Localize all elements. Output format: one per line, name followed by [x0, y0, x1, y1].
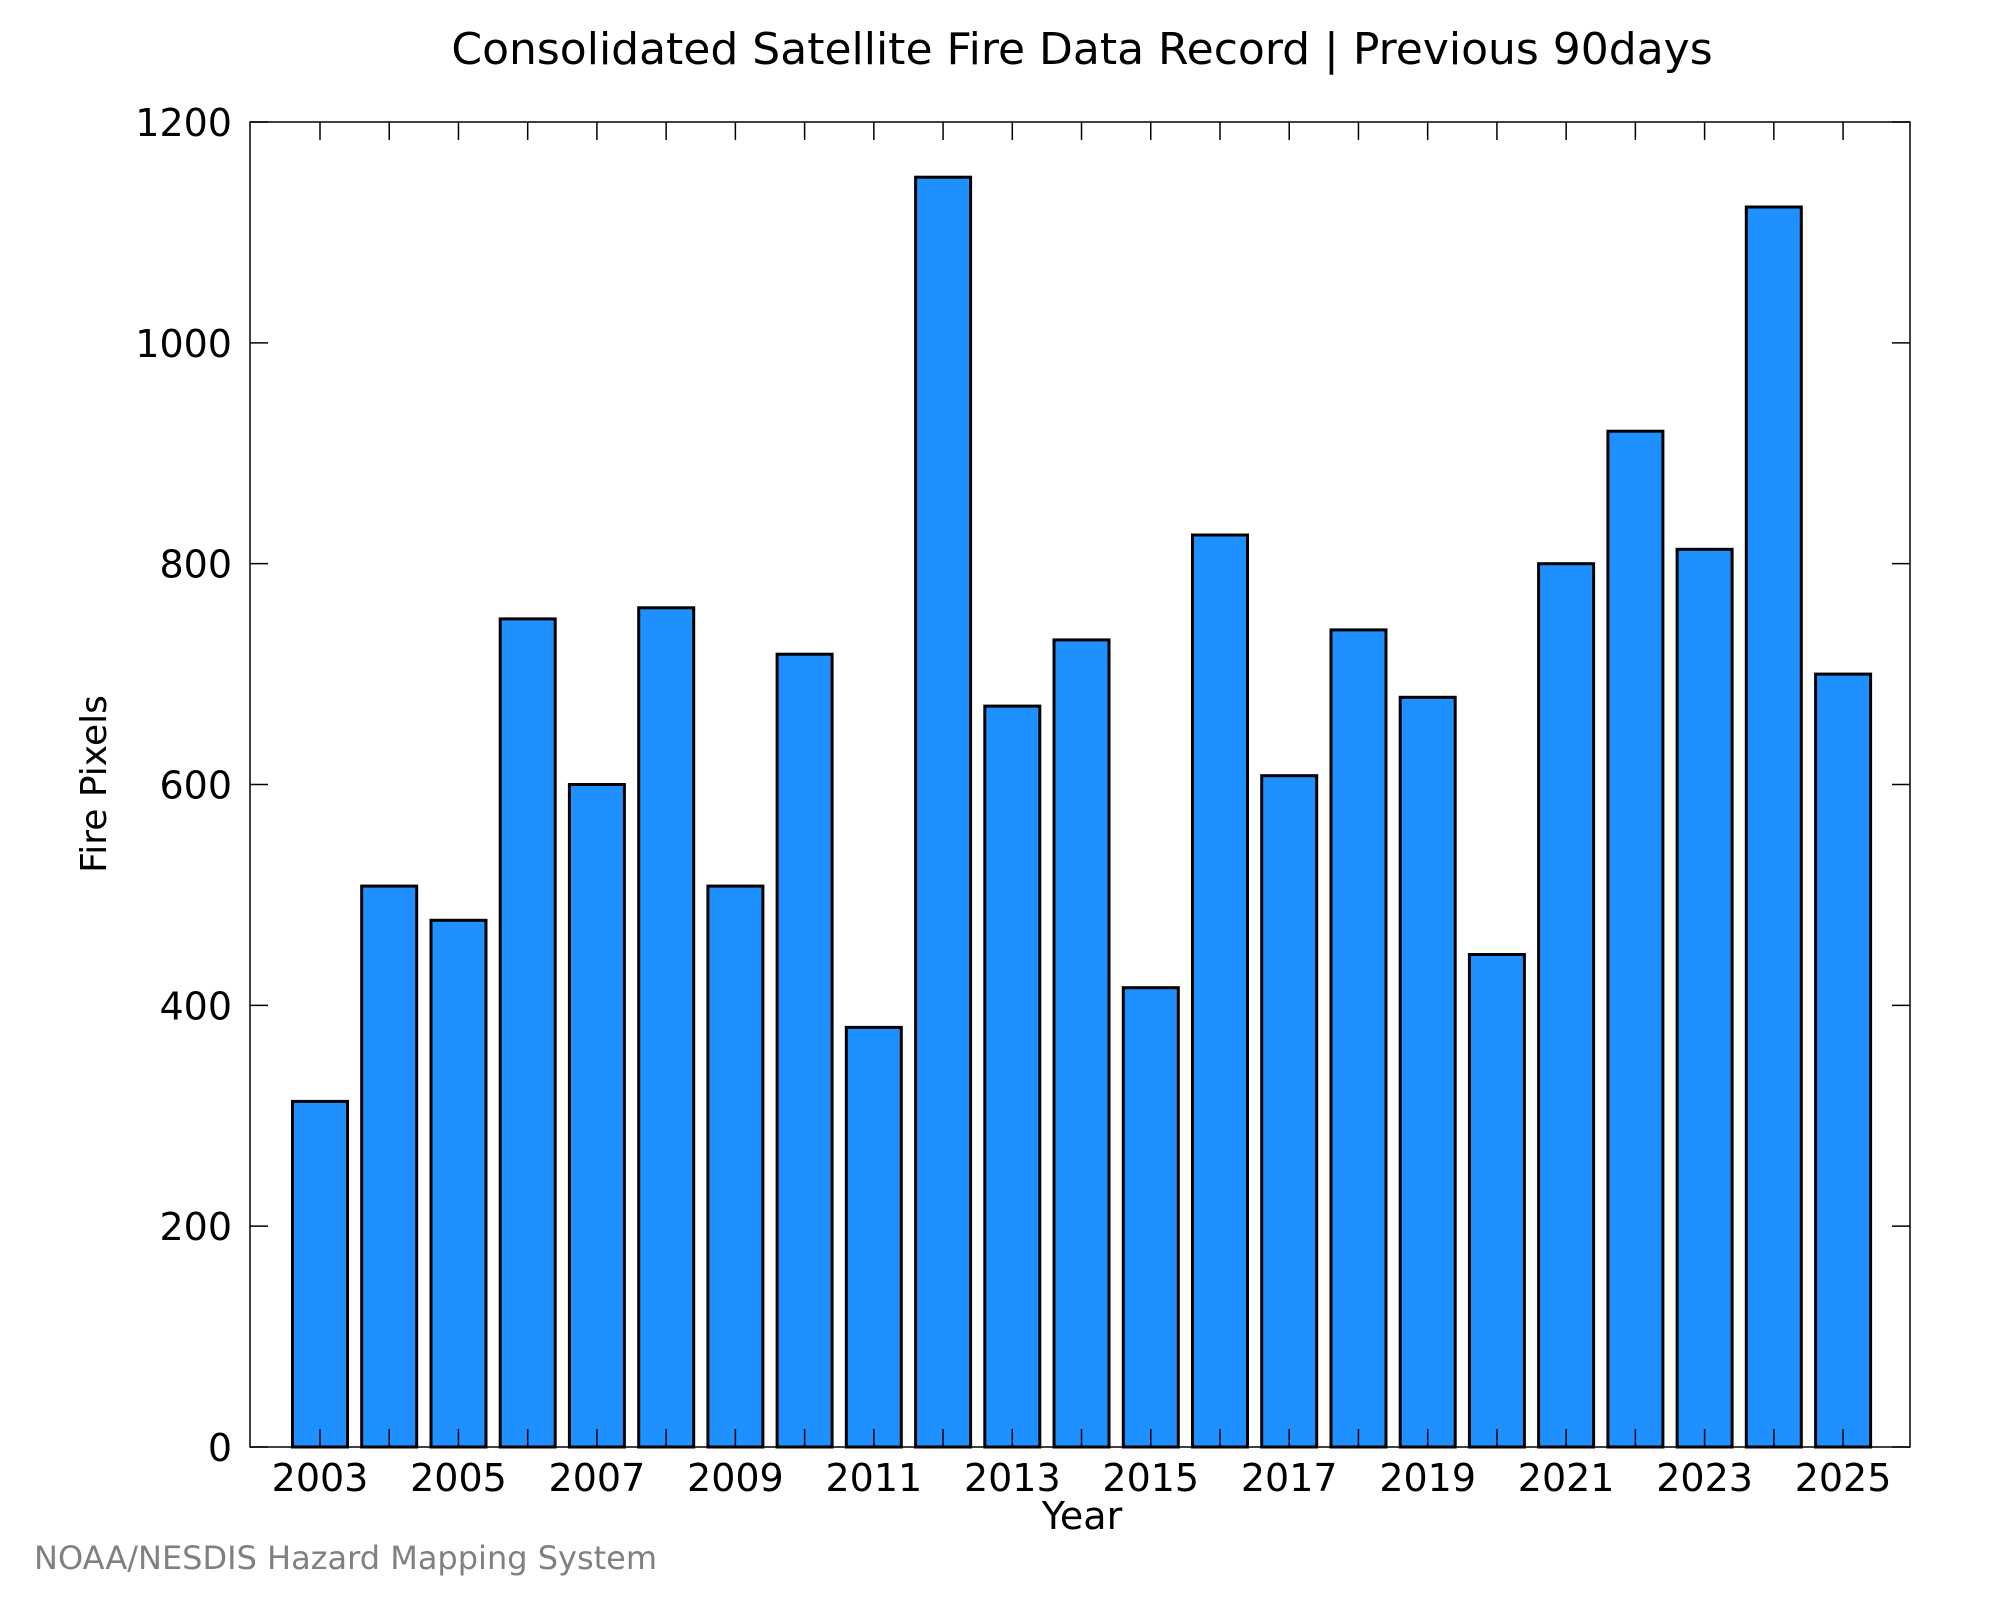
bar-2010 [775, 652, 834, 1449]
bar-2004 [360, 884, 419, 1449]
bar-2023 [1675, 547, 1734, 1449]
y-tick-label: 400 [159, 984, 232, 1028]
y-tick-label: 1000 [135, 322, 232, 366]
bar-2016 [1191, 533, 1249, 1449]
bar-2022 [1606, 429, 1665, 1449]
x-axis: 2003 2005 2007 2009 2011 2013 2015 2017 2019 2021… [272, 122, 1892, 1500]
x-tick-label: 2023 [1656, 1456, 1753, 1500]
x-tick-label: 2009 [687, 1456, 784, 1500]
bar-2013 [983, 704, 1042, 1449]
x-tick-label: 2025 [1795, 1456, 1892, 1500]
bar-2020 [1467, 953, 1526, 1449]
x-tick-label: 2011 [825, 1456, 922, 1500]
y-axis: 0 200 400 600 800 1000 1200 [135, 101, 1910, 1470]
x-tick-label: 2019 [1379, 1456, 1476, 1500]
x-tick-label: 2017 [1241, 1456, 1338, 1500]
x-axis-label: Year [1041, 1494, 1123, 1538]
x-tick-label: 2021 [1518, 1456, 1615, 1500]
y-tick-label: 1200 [135, 101, 232, 145]
bar-2008 [637, 606, 696, 1449]
bar-2014 [1052, 638, 1111, 1449]
bar-2024 [1744, 205, 1803, 1449]
bar-2007 [567, 783, 626, 1449]
bar-2003 [291, 1099, 349, 1449]
bar-2019 [1398, 695, 1457, 1449]
bar-2005 [429, 918, 488, 1449]
bar-2025 [1814, 672, 1873, 1449]
bar-2012 [914, 175, 973, 1449]
x-tick-label: 2005 [410, 1456, 507, 1500]
x-tick-label: 2013 [964, 1456, 1061, 1500]
chart-title: Consolidated Satellite Fire Data Record … [451, 24, 1712, 75]
footer-credit: NOAA/NESDIS Hazard Mapping System [34, 1539, 658, 1577]
bar-2015 [1121, 986, 1180, 1449]
bar-2018 [1329, 628, 1388, 1449]
y-tick-label: 200 [159, 1205, 232, 1249]
bar-2021 [1537, 562, 1596, 1449]
x-tick-label: 2015 [1102, 1456, 1199, 1500]
y-tick-label: 800 [159, 543, 232, 587]
bars-layer [291, 175, 1873, 1449]
y-tick-label: 600 [159, 764, 232, 808]
bar-2009 [706, 884, 765, 1449]
x-tick-label: 2007 [549, 1456, 646, 1500]
bar-2011 [844, 1025, 903, 1449]
y-axis-label: Fire Pixels [74, 695, 115, 873]
bar-2017 [1260, 774, 1319, 1449]
x-tick-label: 2003 [272, 1456, 369, 1500]
y-tick-label: 0 [208, 1426, 232, 1470]
bar-2006 [498, 617, 557, 1449]
